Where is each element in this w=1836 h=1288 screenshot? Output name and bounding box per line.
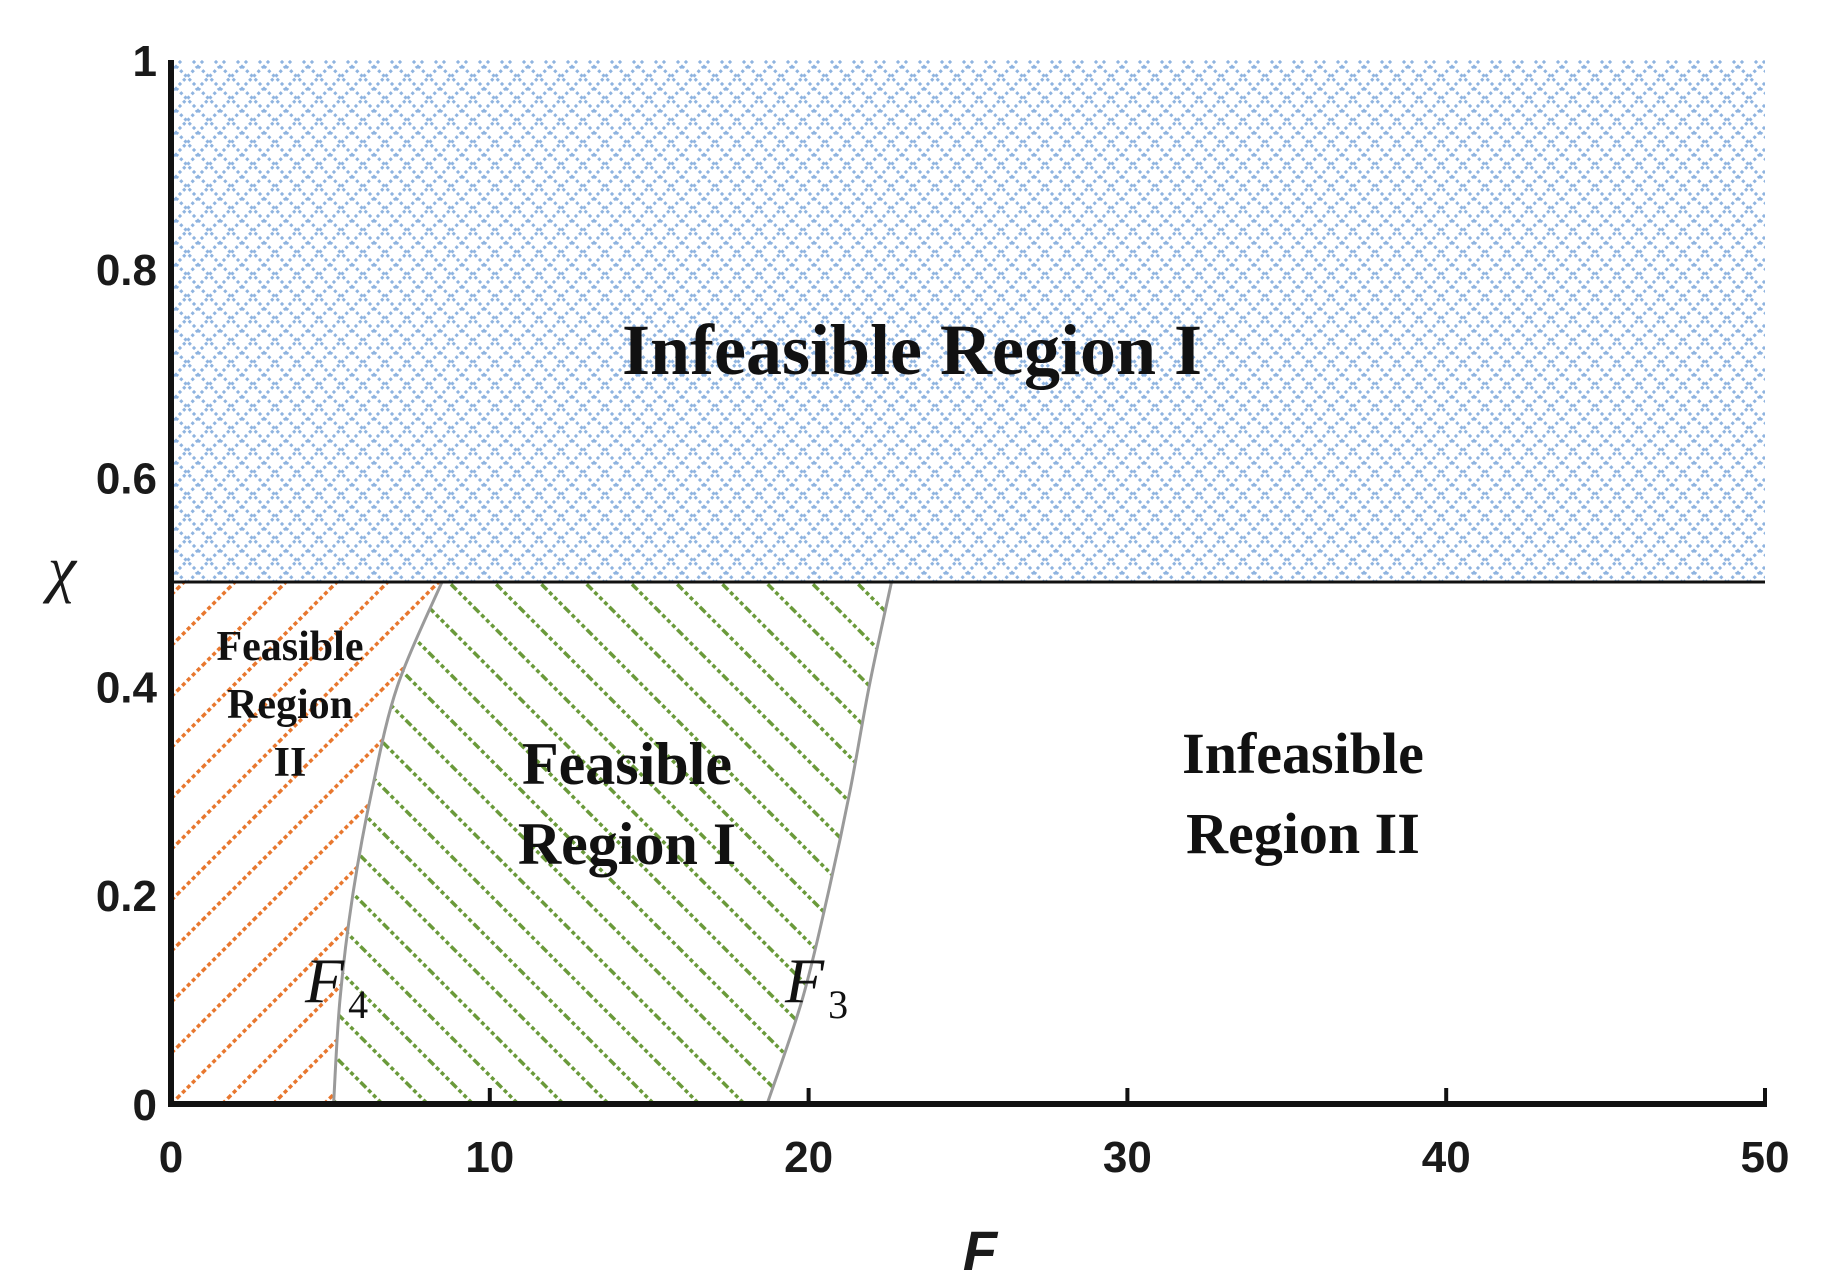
axes-layer: 0 10 20 30 40 50 0 0.2 0.4 0.6 0.8 1 Fχ [42,37,1790,1282]
infeasible-region-ii-label: Infeasible [1182,721,1424,786]
feasible-region-2-area [171,582,442,1104]
feasible-region-ii-label: II [274,740,307,786]
y-tick-label: 0 [133,1081,157,1130]
curve-label-subscript: 4 [348,982,368,1027]
y-tick-label: 0.6 [96,455,157,504]
feasible-region-i-label: Feasible [522,731,732,797]
curve-f3 [765,581,893,1105]
x-tick-label: 20 [784,1133,833,1182]
curves-layer [171,580,1765,1105]
x-tick-label: 40 [1422,1133,1471,1182]
feasible-region-ii-label: Feasible [217,624,364,670]
curve-label-subscript: 3 [828,982,848,1027]
curve-f4 [332,581,444,1105]
x-axis-label: F [963,1219,999,1282]
infeasible-region-i-label: Infeasible Region I [622,310,1202,390]
feasible-region-i-label: Region I [518,811,736,877]
y-axis-label: χ [42,533,78,604]
regions-layer [171,60,1765,1104]
infeasible-region-ii-label: Region II [1186,801,1420,866]
labels-layer: Infeasible Region I Feasible Region II Feasi… [217,310,1424,1027]
infeasible-region-1-area [171,60,1765,582]
x-tick-label: 50 [1741,1133,1790,1182]
x-tick-label: 0 [159,1133,183,1182]
y-tick-label: 0.2 [96,872,157,921]
y-tick-label: 0.8 [96,246,157,295]
feasible-region-ii-label: Region [227,682,353,728]
x-tick-label: 30 [1103,1133,1152,1182]
y-tick-label: 0.4 [96,663,158,712]
x-tick-label: 10 [465,1133,514,1182]
y-tick-label: 1 [133,37,157,86]
feasible-region-1-area [333,582,892,1104]
